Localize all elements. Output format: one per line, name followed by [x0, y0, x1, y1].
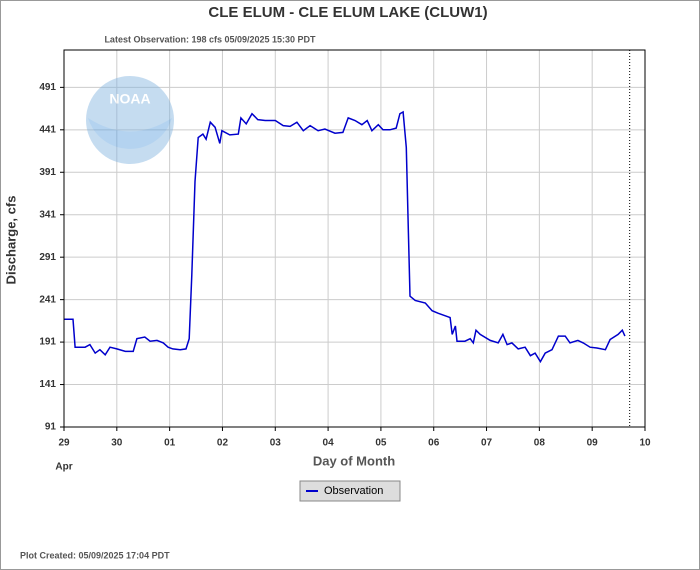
x-tick-label: 08	[534, 438, 546, 449]
chart-title: CLE ELUM - CLE ELUM LAKE (CLUW1)	[208, 4, 487, 21]
y-tick-label: 341	[39, 209, 56, 220]
y-tick-label: 441	[39, 124, 56, 135]
y-tick-label: 291	[39, 252, 56, 263]
legend-box	[299, 480, 401, 502]
x-tick-label: 07	[481, 438, 493, 449]
x-tick-label: 09	[587, 438, 599, 449]
x-tick-label: 04	[323, 438, 335, 449]
y-tick-label: 241	[39, 294, 56, 305]
subtitle: Latest Observation: 198 cfs 05/09/2025 1…	[104, 34, 316, 44]
x-tick-label: 29	[58, 438, 70, 449]
x-tick-label: 30	[111, 438, 123, 449]
y-tick-label: 391	[39, 167, 56, 178]
noaa-logo: NOAA	[86, 76, 174, 164]
y-tick-label: 91	[45, 422, 57, 433]
data-line	[64, 110, 626, 364]
logo-wave	[88, 118, 172, 149]
plot-area	[63, 50, 646, 428]
logo-circle	[86, 76, 174, 164]
x-tick-label: 10	[639, 438, 651, 449]
y-tick-label: 491	[39, 82, 56, 93]
x-tick-label: 02	[217, 438, 229, 449]
x-axis-label: Day of Month	[313, 453, 395, 468]
plot-border	[63, 49, 646, 428]
footer: Plot Created: 05/09/2025 17:04 PDT	[20, 550, 170, 560]
legend-label: Observation	[324, 485, 383, 497]
logo-text: NOAA	[109, 91, 150, 107]
y-tick-label: 141	[39, 379, 56, 390]
x-tick-label: 01	[164, 438, 176, 449]
x-tick-label: 06	[428, 438, 440, 449]
plot-background	[64, 50, 645, 427]
y-tick-label: 191	[39, 337, 56, 348]
x-tick-label: 03	[270, 438, 282, 449]
y-axis-label: Discharge, cfs	[3, 196, 18, 285]
x-sublabel: Apr	[55, 462, 72, 473]
x-tick-label: 05	[375, 438, 387, 449]
